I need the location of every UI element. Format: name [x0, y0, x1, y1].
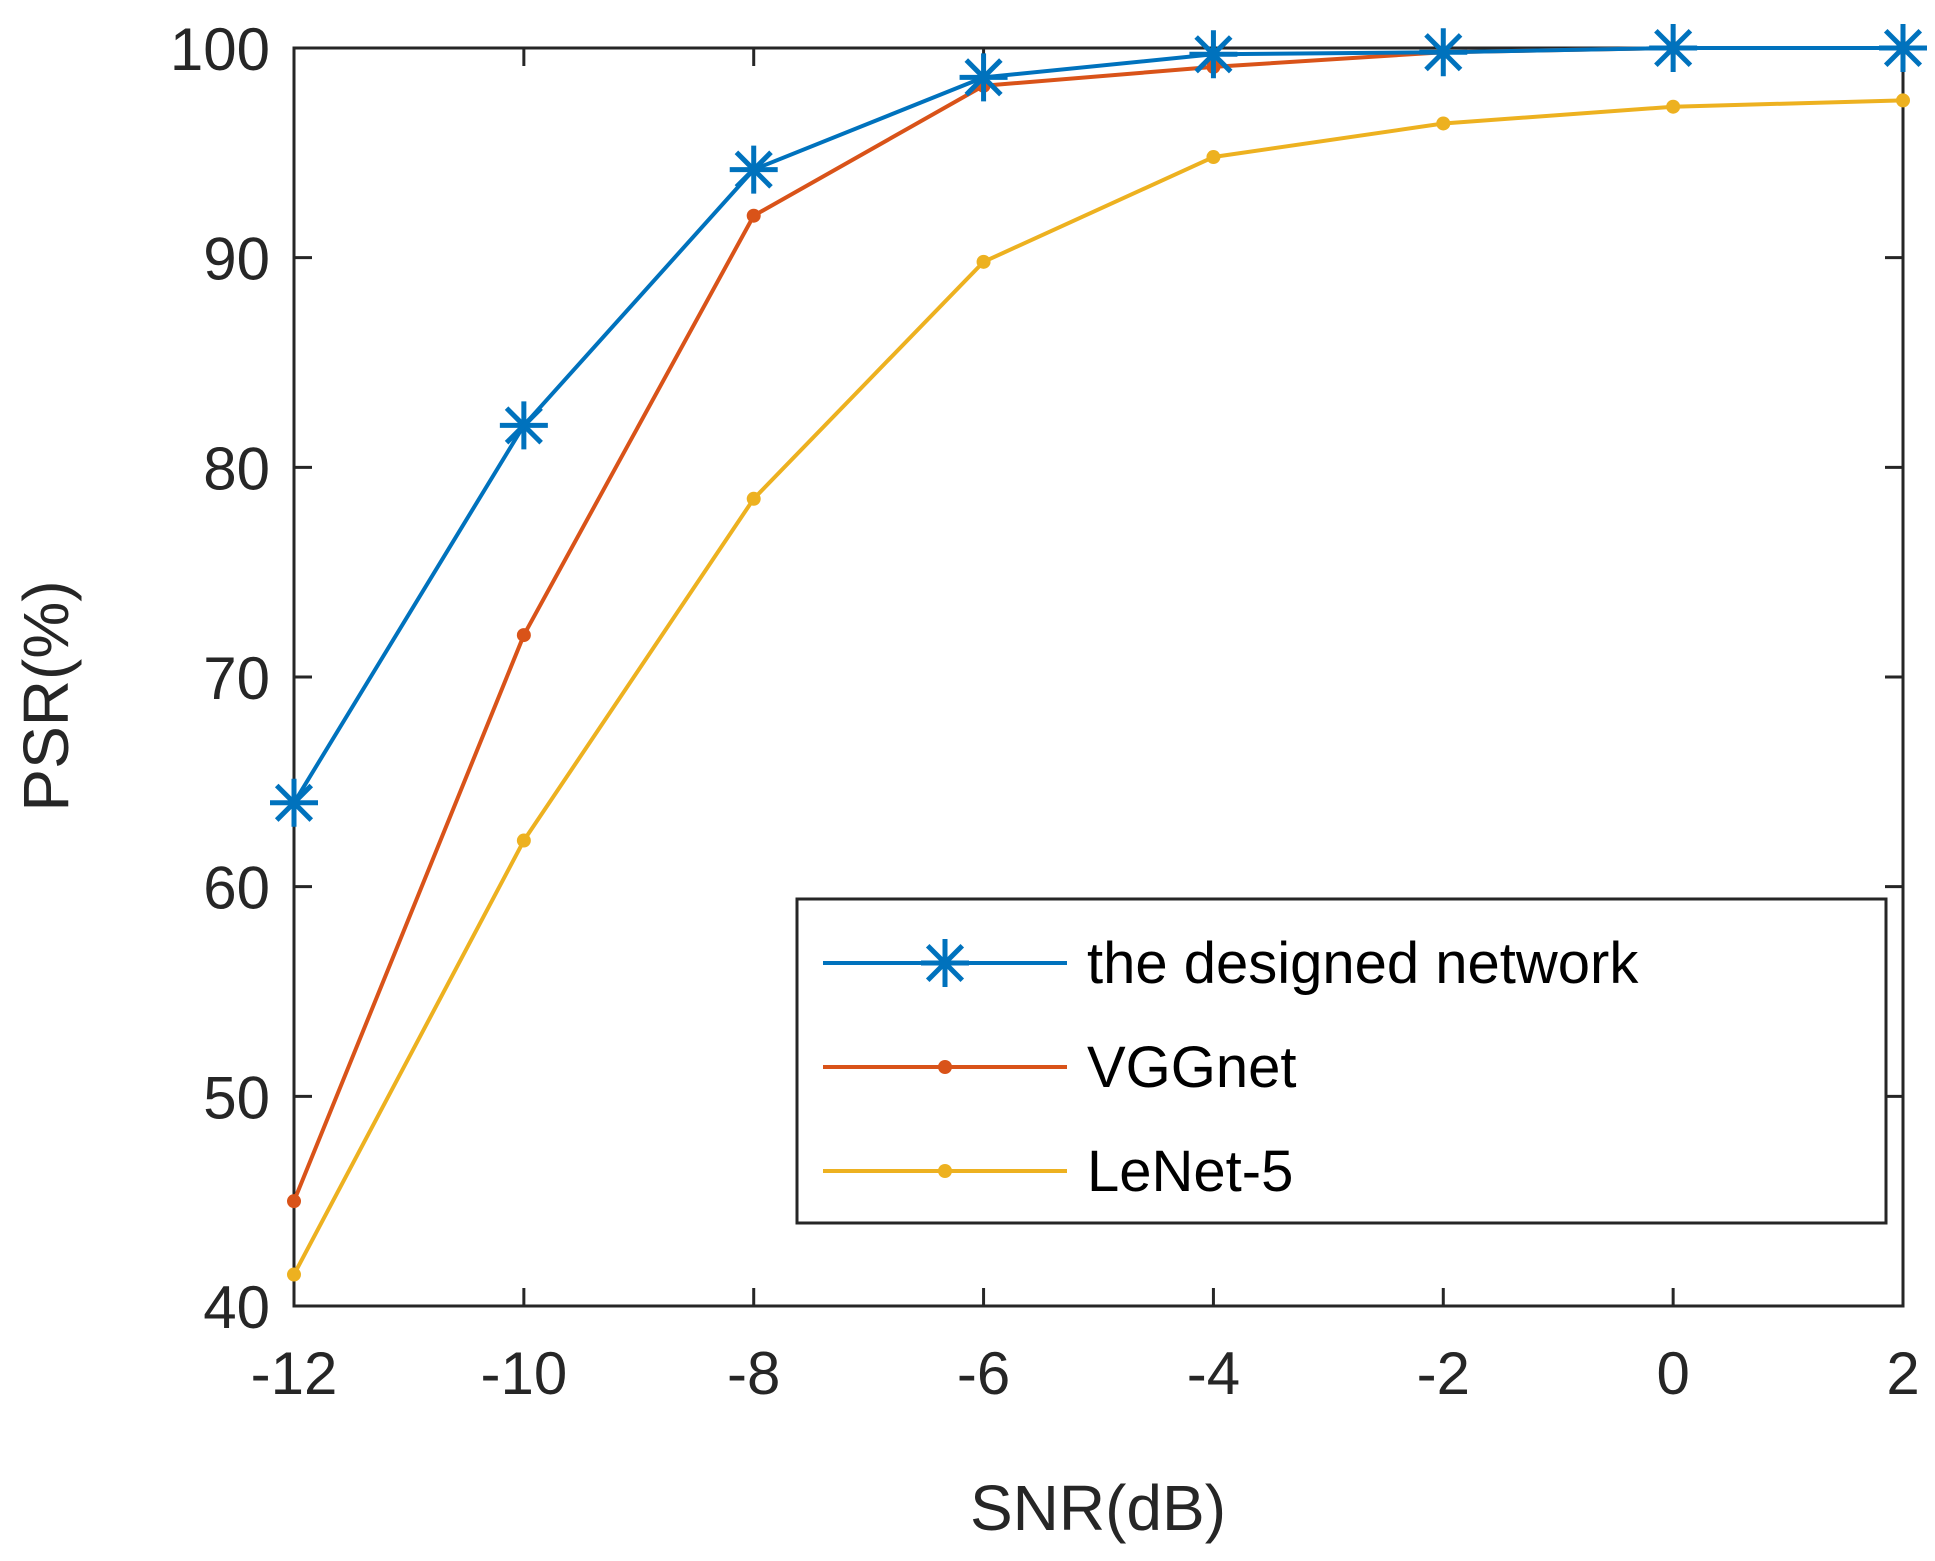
x-tick-label: -2 [1417, 1340, 1470, 1407]
data-point [1896, 93, 1910, 108]
data-point [499, 401, 548, 450]
y-tick-label: 90 [203, 226, 270, 293]
x-tick-label: 2 [1886, 1340, 1919, 1407]
x-tick-label: -4 [1187, 1340, 1240, 1407]
y-tick-label: 40 [203, 1274, 270, 1341]
x-tick-label: -6 [957, 1340, 1010, 1407]
y-tick-label: 100 [170, 16, 270, 83]
legend-marker-1 [938, 1060, 952, 1074]
data-point [1189, 30, 1238, 79]
data-point [746, 208, 761, 223]
y-tick-label: 60 [203, 855, 270, 922]
x-tick-label: 0 [1656, 1340, 1689, 1407]
legend-marker-2 [938, 1164, 952, 1178]
data-point [959, 53, 1008, 102]
data-point [1649, 24, 1698, 72]
data-point [287, 1194, 301, 1209]
x-axis-label: SNR(dB) [970, 1472, 1226, 1544]
data-point [516, 833, 531, 848]
legend-marker-0 [921, 939, 969, 987]
y-axis-label: PSR(%) [10, 580, 82, 811]
data-point [746, 491, 761, 506]
data-point [287, 1267, 301, 1282]
data-point [976, 254, 991, 269]
series-line-2 [292, 98, 1904, 1276]
series-line-0 [292, 46, 1903, 804]
y-tick-label: 70 [203, 645, 270, 712]
data-point [1879, 24, 1927, 72]
legend-label-1: VGGnet [1087, 1035, 1297, 1100]
legend: the designed network VGGnet LeNet-5 [795, 897, 1888, 1225]
x-tick-label: -12 [251, 1340, 338, 1407]
data-point [1419, 28, 1468, 77]
data-point [1206, 150, 1221, 165]
x-tick-label: -10 [480, 1340, 567, 1407]
data-point [729, 145, 778, 194]
data-point [516, 628, 531, 643]
data-point [1666, 99, 1681, 114]
x-tick-label: -8 [727, 1340, 780, 1407]
plot-area: -12 -10 -8 -6 -4 -2 0 2 40 50 60 70 80 90 100 [170, 16, 1927, 1407]
data-point [270, 778, 318, 827]
data-point [1436, 116, 1451, 131]
y-tick-label: 80 [203, 435, 270, 502]
y-tick-label: 50 [203, 1064, 270, 1131]
legend-label-0: the designed network [1087, 931, 1639, 996]
legend-label-2: LeNet-5 [1087, 1139, 1293, 1204]
